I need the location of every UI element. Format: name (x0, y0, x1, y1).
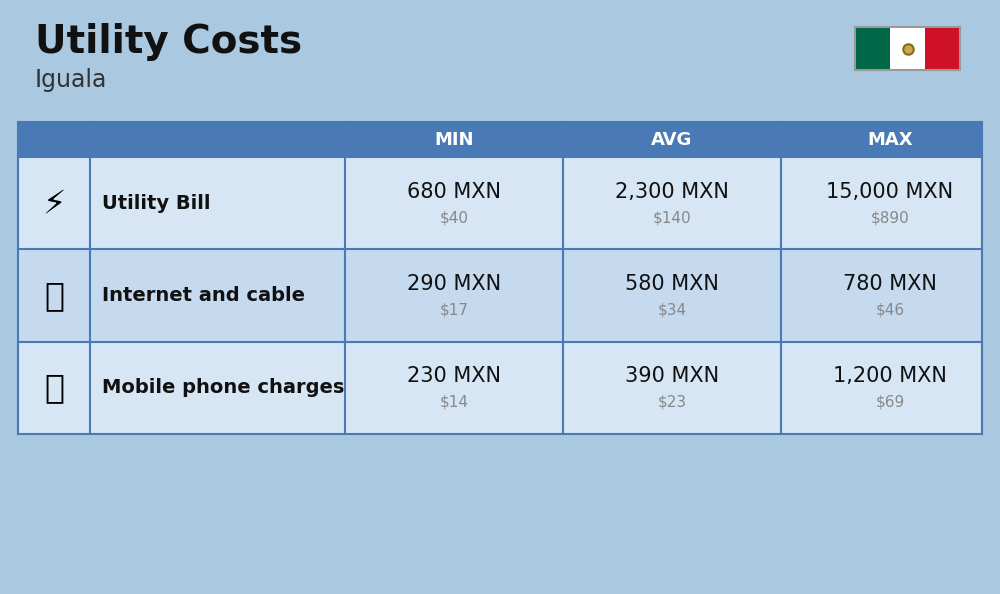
Text: 📱: 📱 (44, 371, 64, 404)
Text: 390 MXN: 390 MXN (625, 366, 719, 386)
Text: 📶: 📶 (44, 279, 64, 312)
Text: ⚡: ⚡ (42, 187, 66, 220)
FancyBboxPatch shape (855, 27, 890, 70)
Text: MAX: MAX (867, 131, 913, 148)
FancyBboxPatch shape (18, 342, 982, 434)
Text: 680 MXN: 680 MXN (407, 182, 501, 201)
Text: $69: $69 (875, 395, 905, 410)
Text: $17: $17 (440, 303, 468, 318)
Text: $40: $40 (440, 211, 468, 226)
Text: $46: $46 (875, 303, 905, 318)
Text: 290 MXN: 290 MXN (407, 274, 501, 293)
FancyBboxPatch shape (925, 27, 960, 70)
Text: 2,300 MXN: 2,300 MXN (615, 182, 729, 201)
Text: $890: $890 (871, 211, 909, 226)
FancyBboxPatch shape (18, 249, 982, 342)
FancyBboxPatch shape (890, 27, 925, 70)
FancyBboxPatch shape (18, 122, 982, 157)
Text: $23: $23 (657, 395, 687, 410)
Text: Internet and cable: Internet and cable (102, 286, 305, 305)
Text: 230 MXN: 230 MXN (407, 366, 501, 386)
Text: Utility Bill: Utility Bill (102, 194, 210, 213)
Text: 580 MXN: 580 MXN (625, 274, 719, 293)
Text: Mobile phone charges: Mobile phone charges (102, 378, 344, 397)
Text: 1,200 MXN: 1,200 MXN (833, 366, 947, 386)
Text: $140: $140 (653, 211, 691, 226)
Text: Utility Costs: Utility Costs (35, 23, 302, 61)
Text: MIN: MIN (434, 131, 474, 148)
Text: Iguala: Iguala (35, 68, 107, 92)
Text: $14: $14 (440, 395, 468, 410)
Text: AVG: AVG (651, 131, 693, 148)
Text: 15,000 MXN: 15,000 MXN (826, 182, 954, 201)
Text: $34: $34 (657, 303, 687, 318)
FancyBboxPatch shape (18, 157, 982, 249)
Text: 780 MXN: 780 MXN (843, 274, 937, 293)
